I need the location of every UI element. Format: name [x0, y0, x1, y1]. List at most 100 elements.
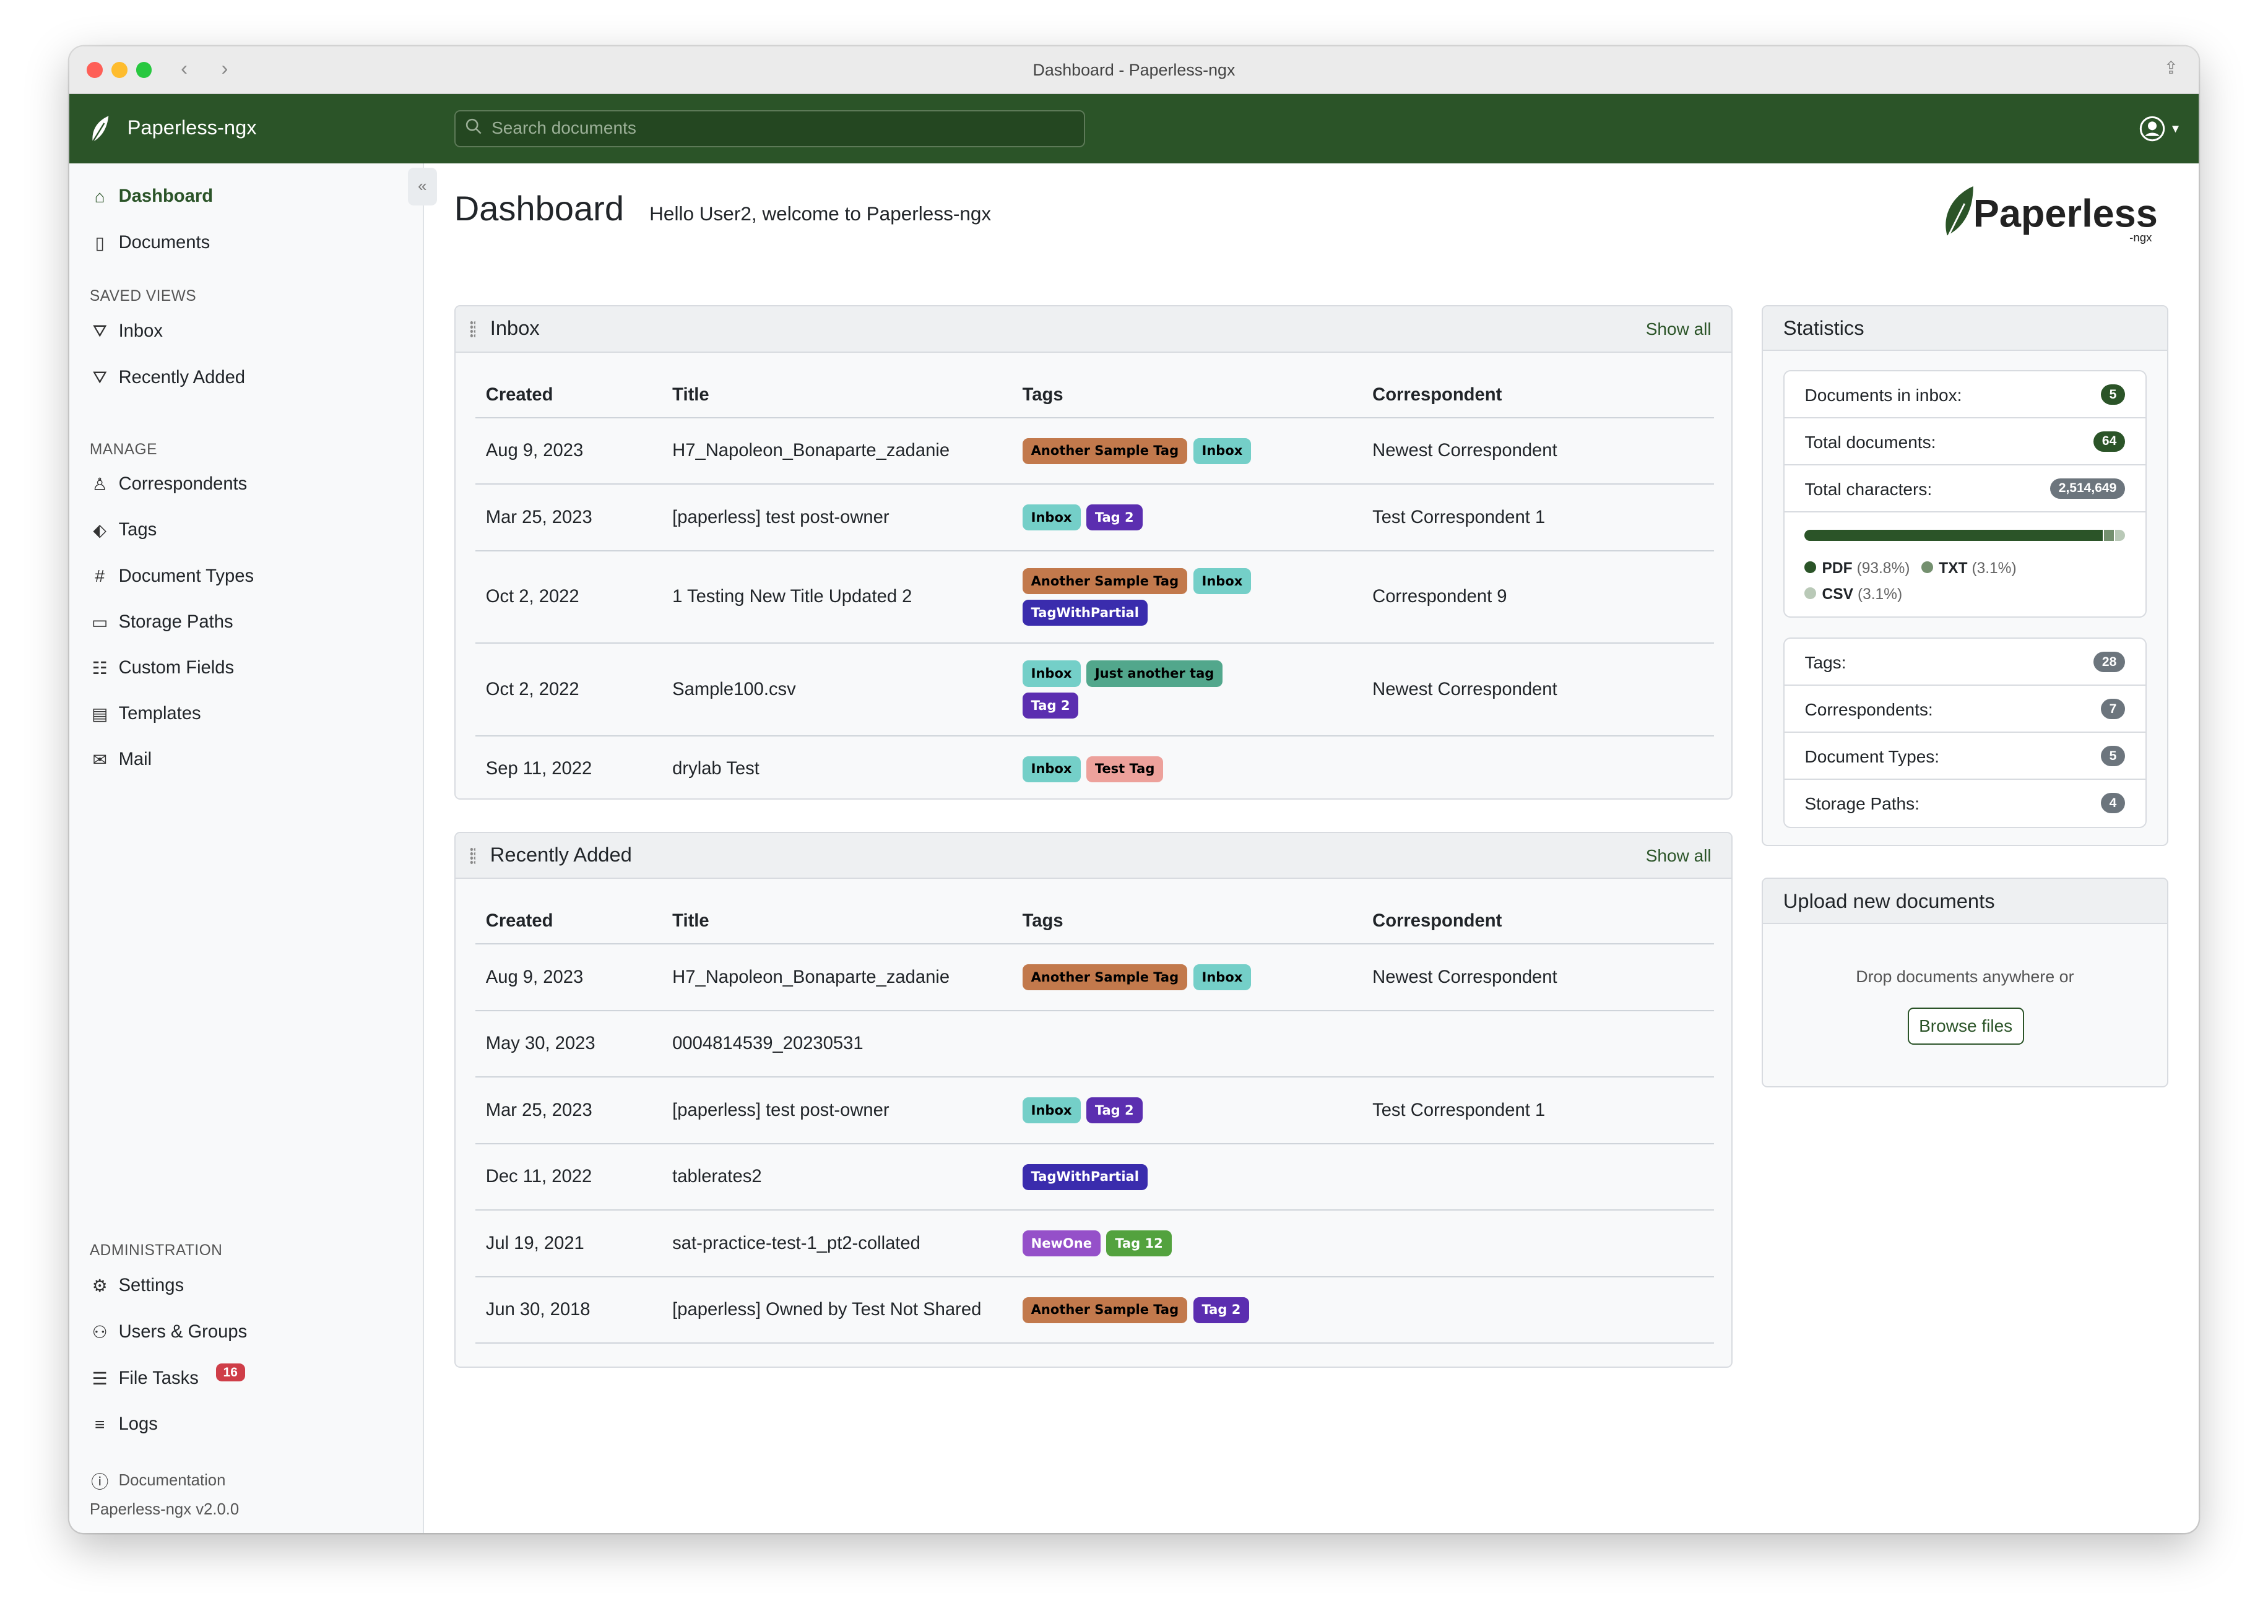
- stat-row: Total characters: 2,514,649: [1784, 465, 2145, 512]
- correspondent-cell[interactable]: Correspondent 9: [1362, 550, 1714, 644]
- table-row[interactable]: May 30, 2023 0004814539_20230531: [475, 1010, 1714, 1078]
- tag-badge[interactable]: Inbox: [1193, 438, 1252, 464]
- tag-badge[interactable]: Inbox: [1022, 660, 1081, 687]
- correspondent-cell[interactable]: [1362, 735, 1714, 799]
- sidebar-item-templates[interactable]: ▤ Templates: [90, 704, 201, 724]
- correspondent-cell[interactable]: [1362, 1210, 1714, 1277]
- tag-badge[interactable]: Tag 12: [1106, 1230, 1172, 1257]
- correspondent-cell[interactable]: Newest Correspondent: [1362, 944, 1714, 1011]
- title-cell[interactable]: H7_Napoleon_Bonaparte_zadanie: [662, 944, 1013, 1011]
- table-row[interactable]: Aug 9, 2023 H7_Napoleon_Bonaparte_zadanie…: [475, 417, 1714, 485]
- sidebar-item-recently-added[interactable]: ⛛ Recently Added: [90, 368, 245, 388]
- user-menu[interactable]: ▼: [2139, 116, 2181, 142]
- correspondent-cell[interactable]: Test Correspondent 1: [1362, 1077, 1714, 1144]
- title-cell[interactable]: Sample100.csv: [662, 643, 1013, 736]
- column-header-correspondent[interactable]: Correspondent: [1362, 879, 1714, 945]
- column-header-title[interactable]: Title: [662, 352, 1013, 418]
- leaf-logo-icon[interactable]: [90, 114, 110, 144]
- people-icon: ⚇: [92, 1322, 108, 1342]
- tag-badge[interactable]: Inbox: [1022, 756, 1081, 782]
- show-all-link[interactable]: Show all: [1645, 845, 1712, 865]
- correspondent-cell[interactable]: [1362, 1143, 1714, 1211]
- search-input[interactable]: Search documents: [454, 110, 1085, 148]
- sidebar-item-mail[interactable]: ✉ Mail: [90, 749, 152, 770]
- table-row[interactable]: Dec 11, 2022 tablerates2 TagWithPartial: [475, 1143, 1714, 1211]
- tag-badge[interactable]: Another Sample Tag: [1022, 1297, 1188, 1323]
- tag-badge[interactable]: Another Sample Tag: [1022, 438, 1188, 464]
- brand-link[interactable]: Paperless-ngx: [127, 115, 257, 139]
- sidebar-item-logs[interactable]: ≡ Logs: [90, 1414, 158, 1435]
- sidebar-item-documents[interactable]: ▯ Documents: [90, 233, 210, 253]
- table-row[interactable]: Oct 2, 2022 1 Testing New Title Updated 2…: [475, 550, 1714, 644]
- sidebar-item-document-types[interactable]: # Document Types: [90, 566, 254, 587]
- tag-badge[interactable]: TagWithPartial: [1022, 600, 1148, 626]
- column-header-tags[interactable]: Tags: [1012, 879, 1362, 945]
- title-cell[interactable]: tablerates2: [662, 1143, 1013, 1211]
- sidebar-item-label: Mail: [118, 749, 152, 769]
- column-header-created[interactable]: Created: [475, 879, 662, 945]
- close-window-button[interactable]: [87, 62, 103, 79]
- table-row[interactable]: Jul 19, 2021 sat-practice-test-1_pt2-coll…: [475, 1210, 1714, 1277]
- title-cell[interactable]: drylab Test: [662, 735, 1013, 799]
- browse-files-button[interactable]: Browse files: [1907, 1008, 2024, 1045]
- sidebar-item-users-groups[interactable]: ⚇ Users & Groups: [90, 1322, 248, 1342]
- table-row[interactable]: Mar 25, 2023 [paperless] test post-owner I…: [475, 1077, 1714, 1144]
- documentation-link[interactable]: ⓘ Documentation: [90, 1468, 225, 1493]
- drag-handle-icon[interactable]: [470, 847, 476, 865]
- title-cell[interactable]: 1 Testing New Title Updated 2: [662, 550, 1013, 644]
- correspondent-cell[interactable]: Newest Correspondent: [1362, 643, 1714, 736]
- share-icon[interactable]: ⇪: [2163, 58, 2179, 78]
- tag-badge[interactable]: Just another tag: [1086, 660, 1223, 687]
- title-cell[interactable]: 0004814539_20230531: [662, 1010, 1013, 1078]
- sidebar-item-dashboard[interactable]: ⌂ Dashboard: [90, 186, 213, 207]
- correspondent-cell[interactable]: Test Correspondent 1: [1362, 484, 1714, 551]
- tag-badge[interactable]: Tag 2: [1193, 1297, 1250, 1323]
- forward-icon[interactable]: ›: [221, 56, 228, 80]
- drag-handle-icon[interactable]: [470, 321, 476, 339]
- table-row[interactable]: Sep 11, 2022 drylab Test Inbox Test Tag: [475, 735, 1714, 799]
- back-icon[interactable]: ‹: [181, 56, 188, 80]
- created-cell: Mar 25, 2023: [475, 1077, 662, 1144]
- correspondent-cell[interactable]: [1362, 1010, 1714, 1078]
- title-cell[interactable]: [paperless] test post-owner: [662, 484, 1013, 551]
- tag-badge[interactable]: Tag 2: [1022, 692, 1079, 719]
- tag-badge[interactable]: Test Tag: [1086, 756, 1164, 782]
- caret-down-icon: ▼: [2170, 121, 2181, 135]
- tag-badge[interactable]: Tag 2: [1086, 1097, 1143, 1124]
- column-header-tags[interactable]: Tags: [1012, 352, 1362, 418]
- table-row[interactable]: Jun 30, 2018 [paperless] Owned by Test No…: [475, 1276, 1714, 1344]
- sidebar-item-settings[interactable]: ⚙ Settings: [90, 1276, 184, 1296]
- tag-badge[interactable]: Another Sample Tag: [1022, 964, 1188, 991]
- tag-badge[interactable]: Tag 2: [1086, 504, 1143, 531]
- column-header-title[interactable]: Title: [662, 879, 1013, 945]
- correspondent-cell[interactable]: [1362, 1276, 1714, 1344]
- collapse-sidebar-button[interactable]: «: [407, 168, 437, 205]
- maximize-window-button[interactable]: [136, 62, 152, 79]
- table-row[interactable]: Aug 9, 2023 H7_Napoleon_Bonaparte_zadanie…: [475, 944, 1714, 1011]
- tag-badge[interactable]: Inbox: [1022, 1097, 1081, 1124]
- table-row[interactable]: Mar 25, 2023 [paperless] test post-owner I…: [475, 484, 1714, 551]
- title-cell[interactable]: [paperless] test post-owner: [662, 1077, 1013, 1144]
- show-all-link[interactable]: Show all: [1645, 319, 1712, 339]
- sidebar-item-file-tasks[interactable]: ☰ File Tasks 16: [90, 1363, 245, 1389]
- sidebar-item-storage-paths[interactable]: ▭ Storage Paths: [90, 612, 233, 633]
- sidebar-item-correspondents[interactable]: ♙ Correspondents: [90, 474, 248, 495]
- minimize-window-button[interactable]: [111, 62, 128, 79]
- table-row[interactable]: Oct 2, 2022 Sample100.csv Inbox Just anothe…: [475, 643, 1714, 736]
- tag-badge[interactable]: Another Sample Tag: [1022, 568, 1188, 594]
- column-header-created[interactable]: Created: [475, 352, 662, 418]
- title-cell[interactable]: sat-practice-test-1_pt2-collated: [662, 1210, 1013, 1277]
- title-cell[interactable]: H7_Napoleon_Bonaparte_zadanie: [662, 417, 1013, 485]
- tag-badge[interactable]: Inbox: [1193, 568, 1252, 594]
- sidebar-item-custom-fields[interactable]: ☷ Custom Fields: [90, 658, 234, 678]
- sidebar-item-tags[interactable]: ⬖ Tags: [90, 520, 157, 540]
- title-cell[interactable]: [paperless] Owned by Test Not Shared: [662, 1276, 1013, 1344]
- tag-badge[interactable]: Inbox: [1022, 504, 1081, 531]
- tag-badge[interactable]: TagWithPartial: [1022, 1164, 1148, 1190]
- tag-badge[interactable]: NewOne: [1022, 1230, 1101, 1257]
- tag-badge[interactable]: Inbox: [1193, 964, 1252, 991]
- sidebar-item-inbox[interactable]: ⛛ Inbox: [90, 321, 163, 342]
- correspondent-cell[interactable]: Newest Correspondent: [1362, 417, 1714, 485]
- column-header-correspondent[interactable]: Correspondent: [1362, 352, 1714, 418]
- sidebar-item-label: Logs: [118, 1414, 158, 1435]
